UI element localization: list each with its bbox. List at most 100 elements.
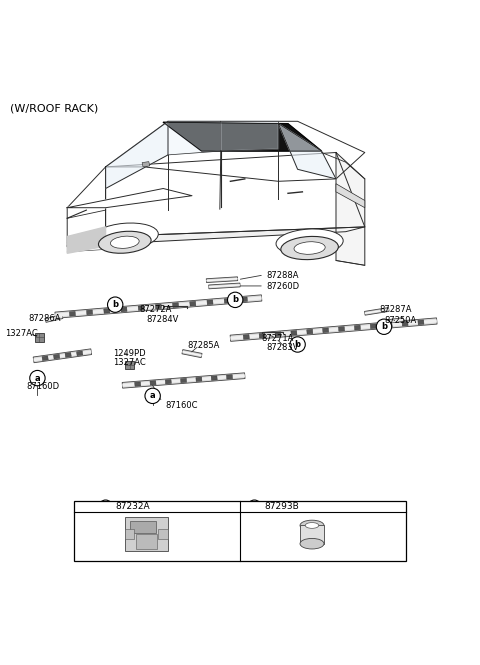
Ellipse shape xyxy=(300,520,324,531)
Polygon shape xyxy=(122,373,245,388)
Circle shape xyxy=(99,500,112,513)
Polygon shape xyxy=(163,122,322,151)
Polygon shape xyxy=(182,351,202,356)
Polygon shape xyxy=(259,333,265,338)
Text: 87288A: 87288A xyxy=(266,271,299,281)
Text: 87293B: 87293B xyxy=(264,502,299,511)
Polygon shape xyxy=(125,529,134,539)
Text: 87271A: 87271A xyxy=(262,334,294,342)
Polygon shape xyxy=(53,354,60,359)
Text: 87283V: 87283V xyxy=(266,343,299,352)
Polygon shape xyxy=(230,318,437,341)
Polygon shape xyxy=(33,349,92,362)
Polygon shape xyxy=(190,301,196,306)
Polygon shape xyxy=(165,380,171,384)
Polygon shape xyxy=(207,300,213,305)
Polygon shape xyxy=(104,309,110,313)
Polygon shape xyxy=(354,325,360,330)
Text: a: a xyxy=(150,392,156,400)
Polygon shape xyxy=(156,304,161,309)
Polygon shape xyxy=(172,303,179,307)
Ellipse shape xyxy=(281,237,338,259)
Text: 87160C: 87160C xyxy=(166,401,198,410)
Text: b: b xyxy=(112,300,118,309)
Polygon shape xyxy=(206,278,238,281)
Polygon shape xyxy=(241,297,248,302)
Polygon shape xyxy=(130,521,156,533)
Polygon shape xyxy=(46,316,62,321)
Text: b: b xyxy=(381,323,387,331)
Polygon shape xyxy=(42,356,48,360)
Circle shape xyxy=(248,500,261,513)
Polygon shape xyxy=(67,227,106,253)
Polygon shape xyxy=(402,321,408,326)
Polygon shape xyxy=(135,382,141,386)
Polygon shape xyxy=(323,328,329,332)
FancyBboxPatch shape xyxy=(35,333,44,342)
Text: b: b xyxy=(232,295,238,305)
Polygon shape xyxy=(370,324,376,329)
Polygon shape xyxy=(142,162,150,167)
Polygon shape xyxy=(336,184,365,207)
Text: 87232A: 87232A xyxy=(115,502,150,511)
Text: 87250A: 87250A xyxy=(384,316,416,325)
Polygon shape xyxy=(55,297,262,317)
Polygon shape xyxy=(364,308,389,315)
Polygon shape xyxy=(55,295,262,319)
Polygon shape xyxy=(125,517,168,551)
Polygon shape xyxy=(106,121,168,188)
Polygon shape xyxy=(365,309,389,314)
Polygon shape xyxy=(182,350,202,358)
Text: 87272A: 87272A xyxy=(139,305,171,314)
Polygon shape xyxy=(307,329,313,334)
Text: b: b xyxy=(252,502,257,511)
Polygon shape xyxy=(65,352,72,357)
Text: a: a xyxy=(103,502,108,511)
Polygon shape xyxy=(291,331,297,335)
Polygon shape xyxy=(379,318,404,325)
Polygon shape xyxy=(418,320,424,325)
Polygon shape xyxy=(230,319,437,340)
Text: 87287A: 87287A xyxy=(379,305,412,314)
Polygon shape xyxy=(69,311,75,316)
Polygon shape xyxy=(386,323,392,327)
Text: 87260D: 87260D xyxy=(266,283,300,291)
Polygon shape xyxy=(180,378,187,383)
Polygon shape xyxy=(67,227,365,246)
Polygon shape xyxy=(67,188,192,207)
Polygon shape xyxy=(122,374,245,387)
Polygon shape xyxy=(379,319,403,324)
Polygon shape xyxy=(206,277,238,283)
Polygon shape xyxy=(168,121,221,155)
Text: (W/ROOF RACK): (W/ROOF RACK) xyxy=(10,103,98,113)
Polygon shape xyxy=(138,306,144,311)
Polygon shape xyxy=(67,167,106,246)
Polygon shape xyxy=(45,315,63,323)
Polygon shape xyxy=(275,332,281,336)
Polygon shape xyxy=(211,376,217,380)
Ellipse shape xyxy=(305,523,319,528)
Circle shape xyxy=(376,319,392,334)
Polygon shape xyxy=(121,307,127,312)
Text: 87286A: 87286A xyxy=(29,314,61,323)
Polygon shape xyxy=(336,152,365,265)
Ellipse shape xyxy=(294,242,325,254)
Polygon shape xyxy=(34,350,91,361)
Ellipse shape xyxy=(300,539,324,549)
Text: 87285A: 87285A xyxy=(187,341,219,350)
Polygon shape xyxy=(221,121,278,151)
Text: a: a xyxy=(35,374,40,382)
Ellipse shape xyxy=(98,231,151,253)
Polygon shape xyxy=(227,374,232,379)
Polygon shape xyxy=(86,310,93,315)
FancyBboxPatch shape xyxy=(74,501,406,561)
FancyBboxPatch shape xyxy=(125,361,134,370)
Polygon shape xyxy=(209,284,240,288)
Polygon shape xyxy=(136,534,157,549)
Text: 1327AC: 1327AC xyxy=(113,358,145,367)
Polygon shape xyxy=(224,299,230,303)
Text: 1327AC: 1327AC xyxy=(5,329,37,338)
Polygon shape xyxy=(106,121,365,182)
Polygon shape xyxy=(150,380,156,385)
Polygon shape xyxy=(300,525,324,544)
